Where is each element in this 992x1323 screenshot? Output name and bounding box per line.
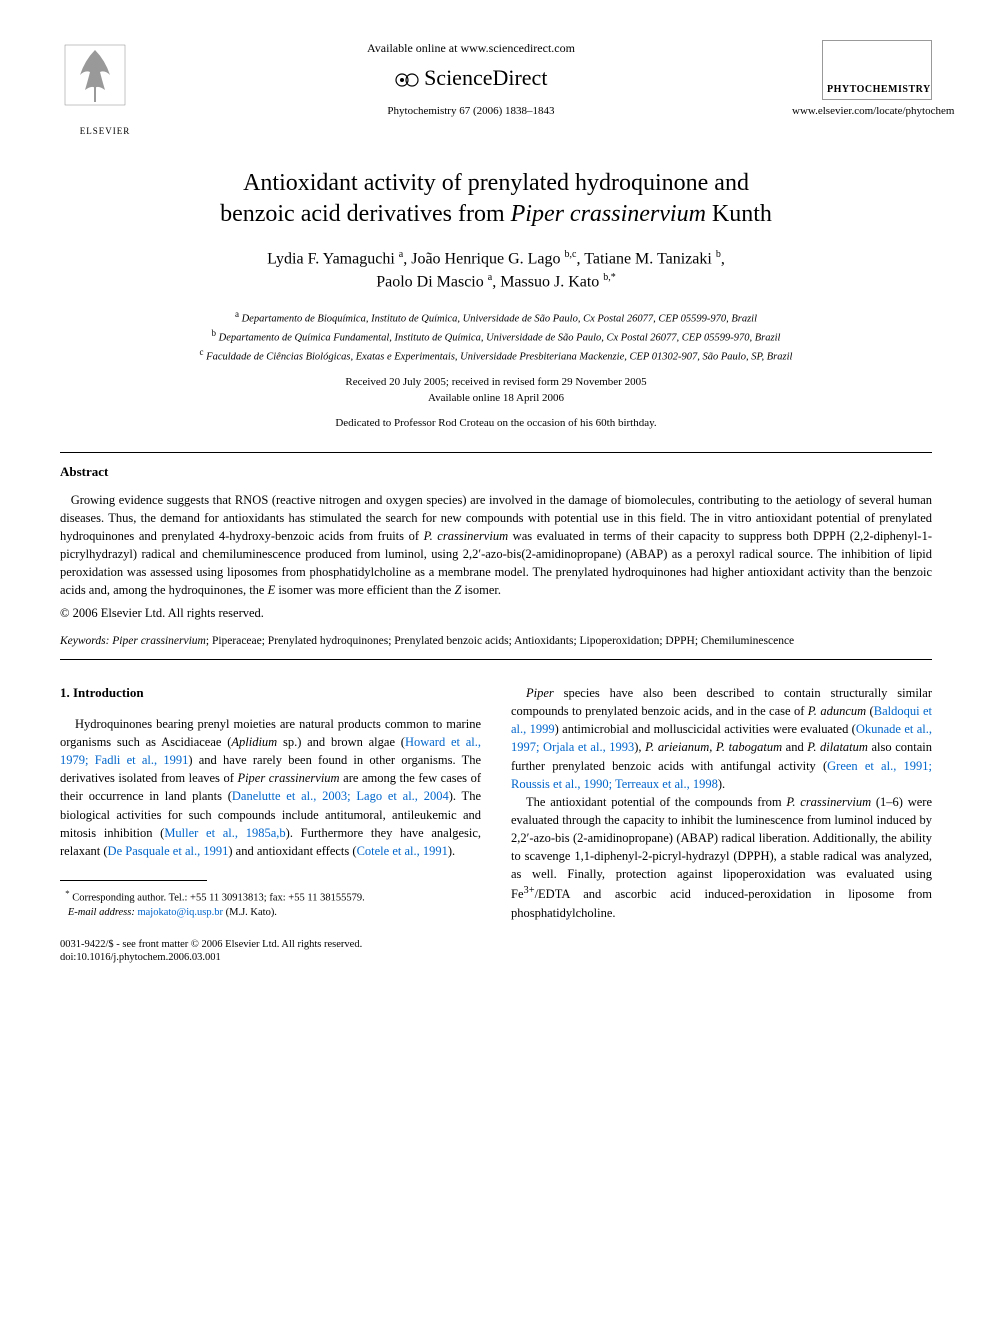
abstract-copyright: © 2006 Elsevier Ltd. All rights reserved… [60,605,932,623]
reference-link[interactable]: De Pasquale et al., 1991 [108,844,229,858]
affiliation-b: Departamento de Química Fundamental, Ins… [219,332,781,343]
footer-metadata: 0031-9422/$ - see front matter © 2006 El… [60,938,932,965]
title-line2-pre: benzoic acid derivatives from [220,201,511,227]
abstract-species: P. crassinervium [424,529,509,543]
journal-header: ELSEVIER Available online at www.science… [60,40,932,138]
intro-paragraph-2: Piper species have also been described t… [511,684,932,793]
reference-link[interactable]: Cotele et al., 1991 [357,844,448,858]
abstract-heading: Abstract [60,463,932,481]
publisher-logo-area: ELSEVIER [60,40,150,138]
divider [60,659,932,660]
author-4-affil: a [488,272,492,283]
sciencedirect-logo: ScienceDirect [150,63,792,94]
abstract-p4: isomer. [461,583,501,597]
email-label: E-mail address: [68,907,135,918]
corresponding-author-footnote: * Corresponding author. Tel.: +55 11 309… [60,887,481,921]
author-2: João Henrique G. Lago [411,250,560,267]
title-line2-post: Kunth [706,201,772,227]
author-1-affil: a [399,249,403,260]
reference-link[interactable]: Muller et al., 1985a,b [164,826,285,840]
abstract-text: Growing evidence suggests that RNOS (rea… [60,491,932,600]
online-date: Available online 18 April 2006 [428,392,564,404]
journal-name: PHYTOCHEMISTRY [827,83,927,97]
keywords: Keywords: Piper crassinervium; Piperacea… [60,633,932,649]
intro-paragraph-1: Hydroquinones bearing prenyl moieties ar… [60,715,481,860]
elsevier-label: ELSEVIER [60,125,150,138]
available-online-text: Available online at www.sciencedirect.co… [150,40,792,57]
article-dates: Received 20 July 2005; received in revis… [60,375,932,406]
body-columns: 1. Introduction Hydroquinones bearing pr… [60,684,932,922]
header-center: Available online at www.sciencedirect.co… [150,40,792,119]
affiliations: a Departamento de Bioquímica, Instituto … [60,308,932,366]
intro-paragraph-3: The antioxidant potential of the compoun… [511,793,932,922]
divider [60,452,932,453]
sciencedirect-icon [395,68,419,92]
author-3-affil: b [716,249,721,260]
citation-line: Phytochemistry 67 (2006) 1838–1843 [150,104,792,119]
dedication: Dedicated to Professor Rod Croteau on th… [60,416,932,431]
received-date: Received 20 July 2005; received in revis… [345,376,646,388]
author-5: Massuo J. Kato [500,273,599,290]
journal-url: www.elsevier.com/locate/phytochem [792,104,932,119]
author-1: Lydia F. Yamaguchi [267,250,395,267]
title-species: Piper crassinervium [511,201,706,227]
reference-link[interactable]: Danelutte et al., 2003; Lago et al., 200… [232,789,449,803]
author-2-affil: b,c [565,249,577,260]
author-4: Paolo Di Mascio [376,273,484,290]
author-3: Tatiane M. Tanizaki [584,250,712,267]
keywords-label: Keywords: [60,635,109,647]
keywords-list: ; Piperaceae; Prenylated hydroquinones; … [206,635,794,647]
column-left: 1. Introduction Hydroquinones bearing pr… [60,684,481,922]
abstract-p3: isomer was more efficient than the [275,583,454,597]
email-link[interactable]: majokato@iq.usp.br [137,907,223,918]
column-right: Piper species have also been described t… [511,684,932,922]
author-5-affil: b,* [603,272,616,283]
affiliation-a: Departamento de Bioquímica, Instituto de… [242,313,757,324]
author-list: Lydia F. Yamaguchi a, João Henrique G. L… [60,248,932,293]
elsevier-tree-logo [60,40,130,120]
title-line1: Antioxidant activity of prenylated hydro… [243,170,749,196]
footnote-separator [60,880,207,881]
journal-box-area: PHYTOCHEMISTRY www.elsevier.com/locate/p… [792,40,932,119]
issn-line: 0031-9422/$ - see front matter © 2006 El… [60,939,362,950]
affiliation-c: Faculdade de Ciências Biológicas, Exatas… [206,352,792,363]
journal-cover-thumbnail: PHYTOCHEMISTRY [822,40,932,100]
doi-line: doi:10.1016/j.phytochem.2006.03.001 [60,952,221,963]
corr-author-text: Corresponding author. Tel.: +55 11 30913… [72,892,364,903]
article-title: Antioxidant activity of prenylated hydro… [60,168,932,230]
email-author-name: (M.J. Kato). [226,907,277,918]
sciencedirect-text: ScienceDirect [424,65,547,90]
keywords-species: Piper crassinervium [112,635,206,647]
intro-heading: 1. Introduction [60,684,481,703]
